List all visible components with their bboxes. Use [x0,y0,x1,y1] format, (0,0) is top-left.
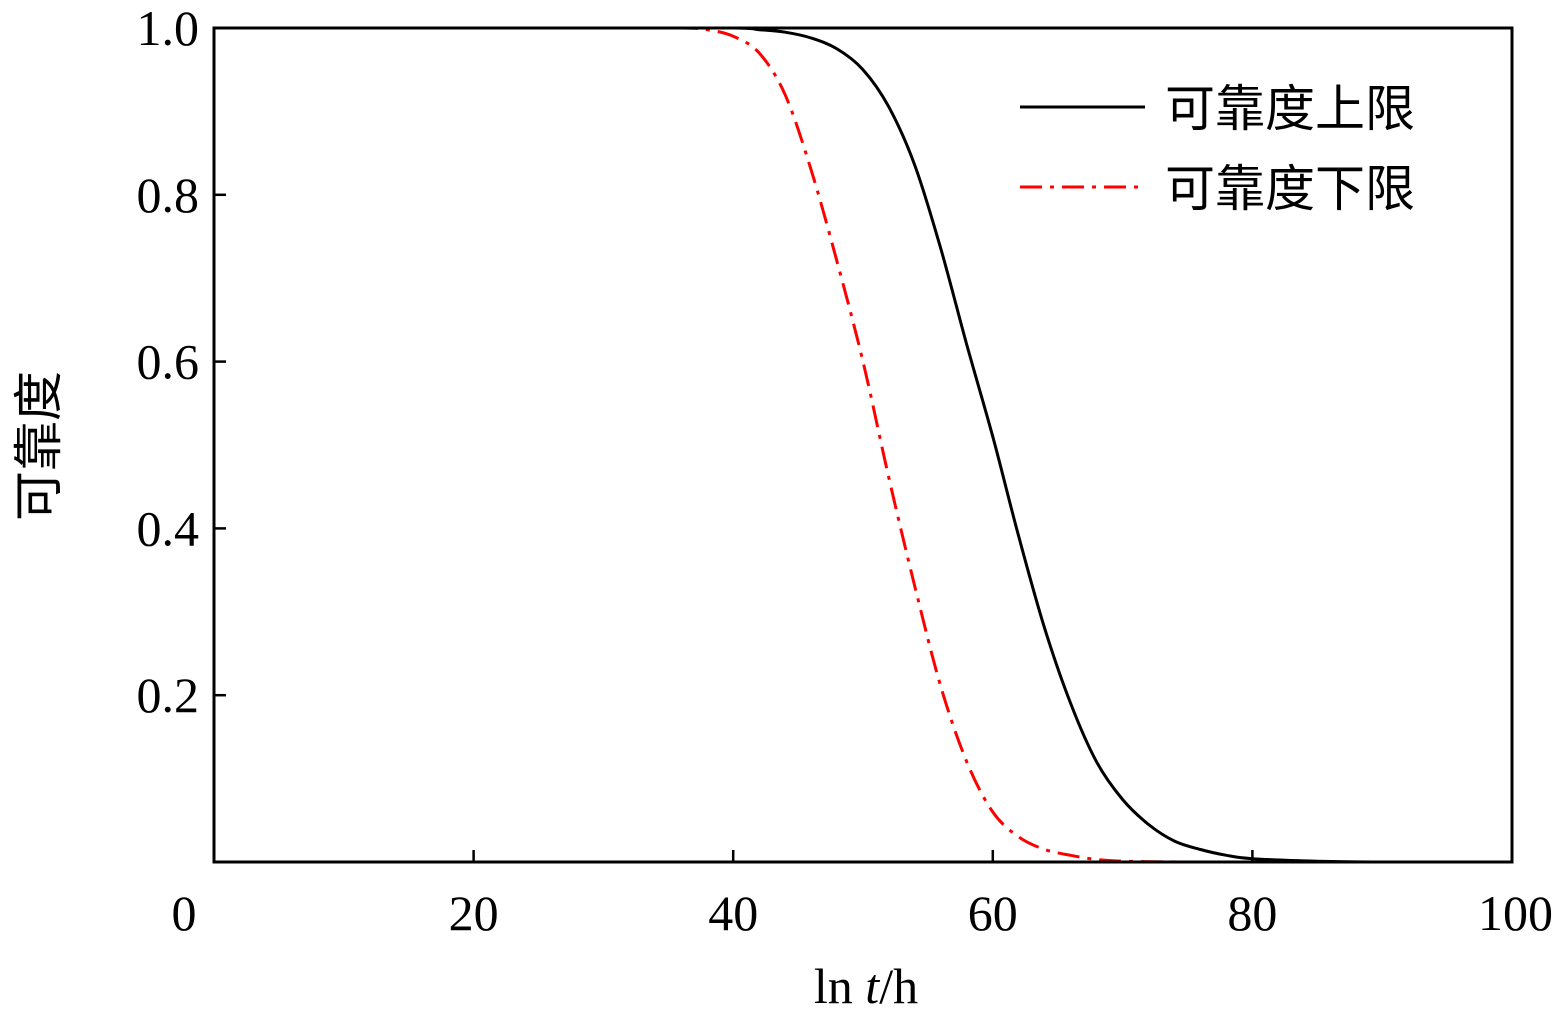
y-ticks: 0.2 0.4 0.6 0.8 1.0 [137,0,226,723]
series-layer [214,26,1512,864]
x-axis-title: ln t/h [814,958,918,1012]
x-tick-label: 60 [968,885,1018,941]
legend: 可靠度上限 可靠度下限 [1020,80,1415,218]
y-axis-title: 可靠度 [11,371,67,521]
y-tick-label: 0.6 [137,334,200,390]
y-tick-label: 0.8 [137,167,200,223]
legend-label-lower: 可靠度下限 [1165,160,1415,218]
x-axis-title-unit: /h [879,958,918,1012]
x-axis-title-variable: t [865,958,880,1012]
y-tick-label: 0.2 [137,667,200,723]
series-line-upper [214,26,1512,864]
x-tick-label: 20 [449,885,499,941]
y-tick-label: 1.0 [137,0,200,56]
plot-area: 0 20 40 60 80 100 0.2 0.4 0.6 0.8 1.0 [137,0,1554,941]
x-tick-label: 100 [1478,885,1553,941]
series-line-lower [214,26,1512,864]
x-tick-label: 40 [708,885,758,941]
y-tick-label: 0.4 [137,500,200,556]
x-tick-label: 80 [1227,885,1277,941]
x-ticks: 0 20 40 60 80 100 [172,850,1553,941]
plot-frame [212,26,1514,864]
legend-label-upper: 可靠度上限 [1165,80,1415,138]
x-axis-title-prefix: ln [814,958,865,1012]
x-tick-label: 0 [172,885,197,941]
